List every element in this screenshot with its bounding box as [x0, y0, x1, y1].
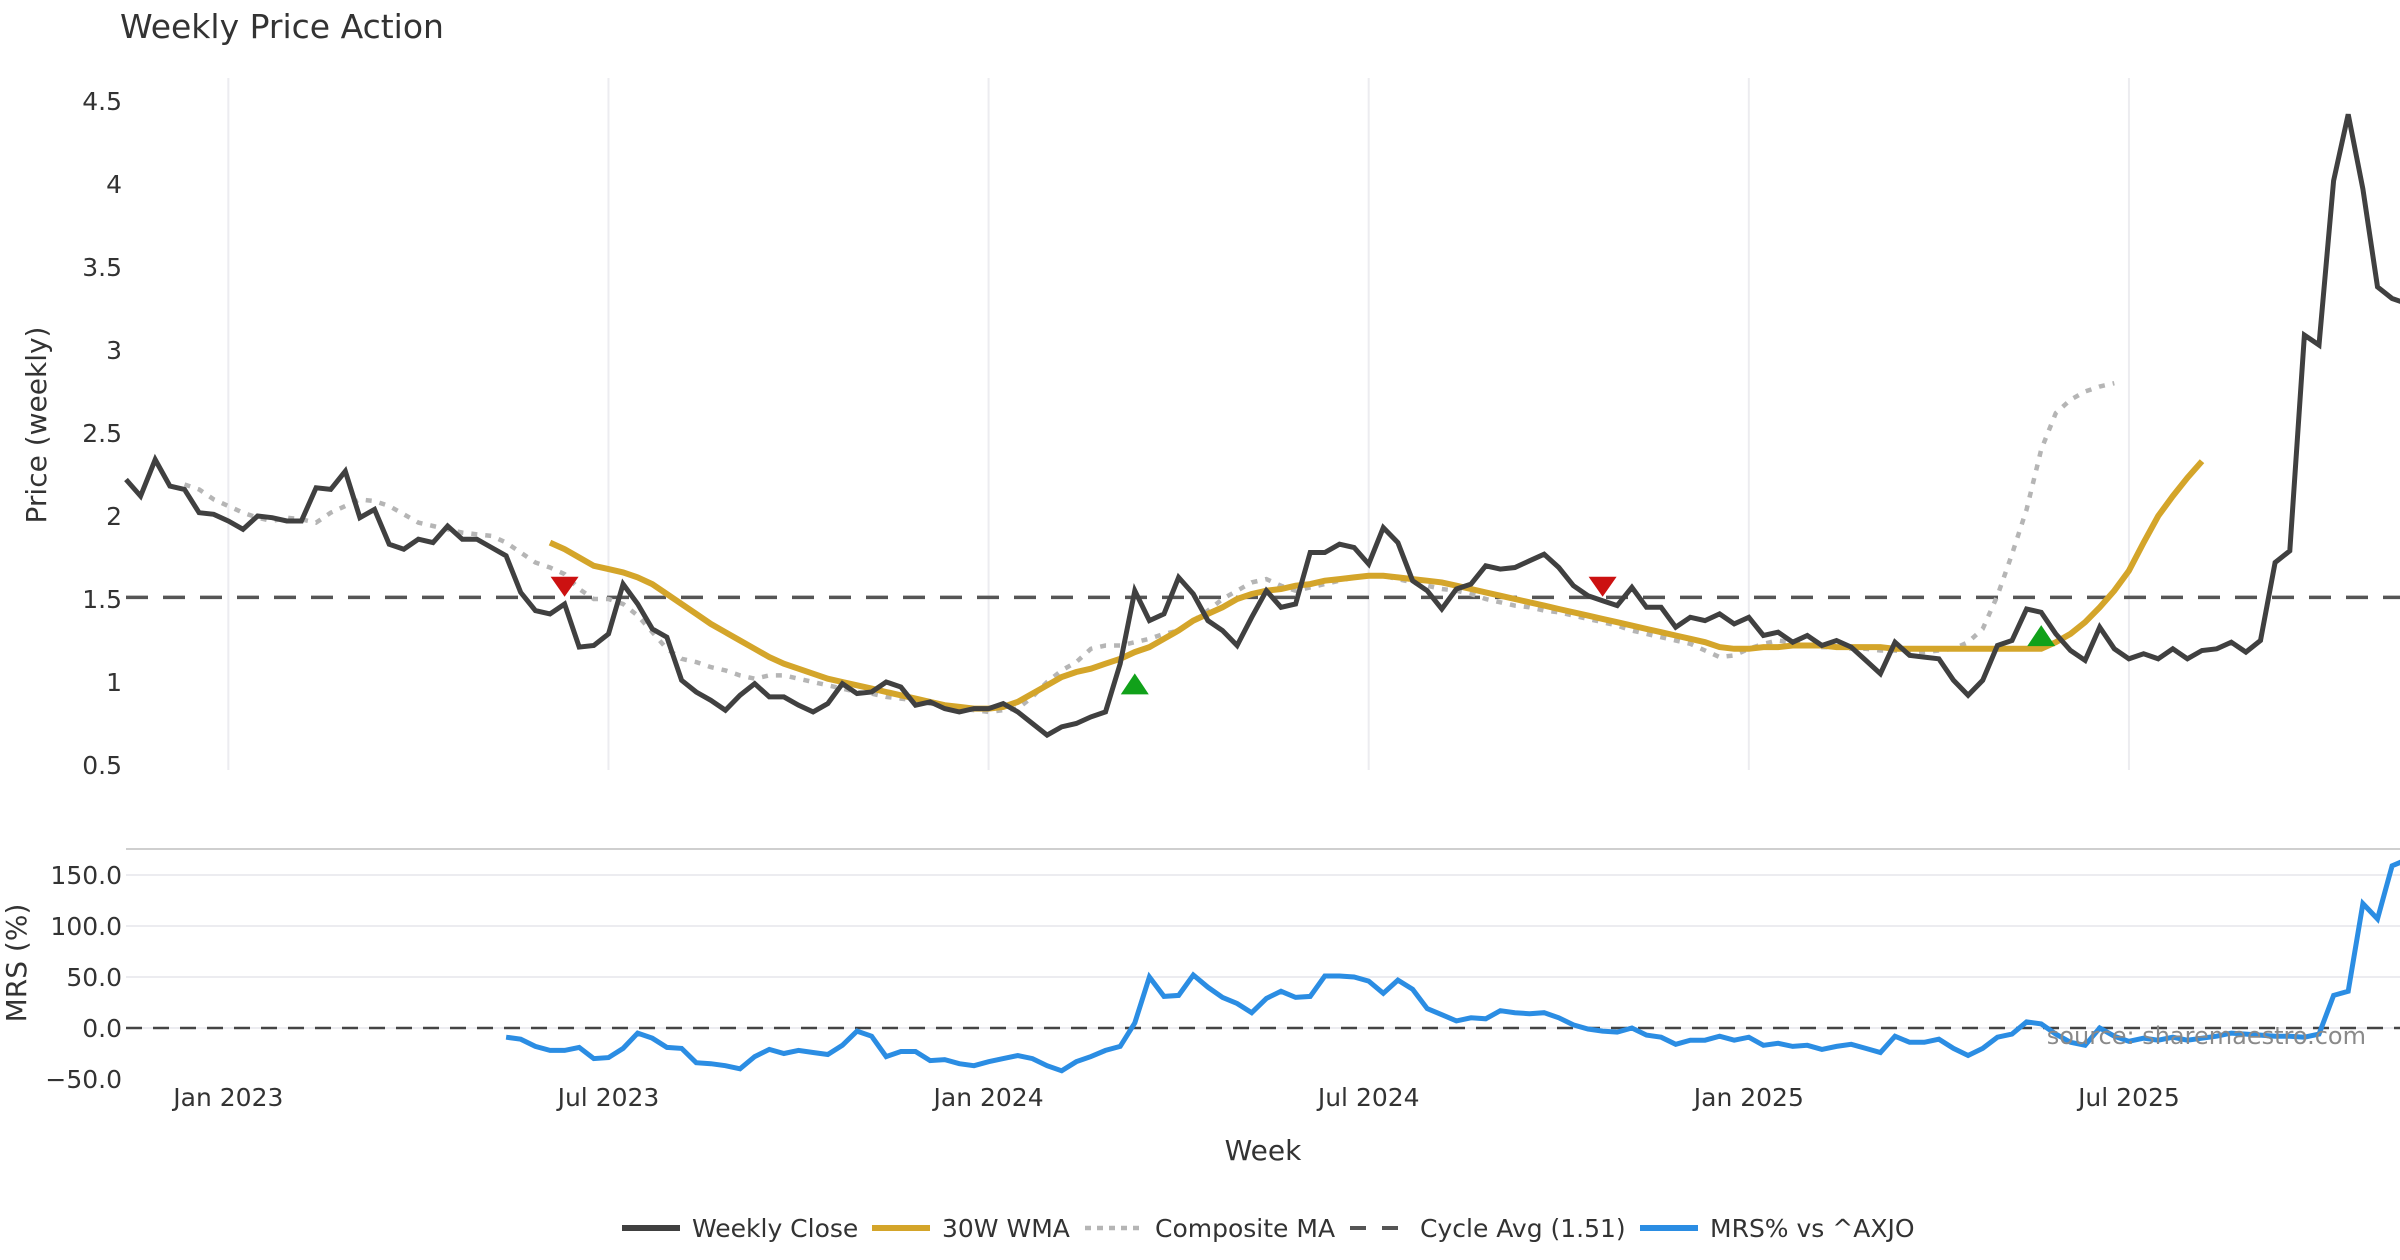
buy-signal-marker	[2027, 625, 2056, 647]
legend-label: Cycle Avg (1.51)	[1420, 1214, 1626, 1243]
price-y-tick-label: 1	[106, 668, 122, 697]
price-y-tick-label: 3	[106, 336, 122, 365]
x-axis-ticks: Jan 2023 Jul 2023 Jan 2024 Jul 2024 Jan 2025…	[171, 1083, 2180, 1112]
chart-title: Weekly Price Action	[120, 7, 444, 46]
mrs-y-axis-label: MRS (%)	[0, 904, 33, 1023]
x-tick-label: Jul 2024	[1316, 1083, 1420, 1112]
mrs-y-ticks: −50.0 0.0 50.0 100.0 150.0	[45, 861, 122, 1094]
composite-ma-line	[183, 381, 2115, 715]
mrs-series	[505, 859, 2400, 1074]
legend: Weekly Close 30W WMA Composite MA Cycle Avg…	[622, 1214, 1915, 1243]
price-gridlines	[227, 78, 2130, 770]
price-y-tick-label: 1.5	[82, 585, 122, 614]
price-series	[124, 113, 2400, 739]
mrs-y-tick-label: 0.0	[82, 1014, 122, 1043]
x-tick-label: Jan 2024	[932, 1083, 1044, 1112]
x-tick-label: Jul 2025	[2076, 1083, 2180, 1112]
weekly-close-line	[124, 113, 2400, 739]
price-y-tick-label: 0.5	[82, 751, 122, 780]
price-y-tick-label: 4.5	[82, 87, 122, 116]
mrs-line	[505, 859, 2400, 1074]
buy-signal-marker	[1120, 673, 1149, 695]
legend-label: Composite MA	[1155, 1214, 1335, 1243]
price-y-ticks: 0.5 1 1.5 2 2.5 3 3.5 4 4.5	[82, 87, 122, 780]
price-y-tick-label: 3.5	[82, 253, 122, 282]
mrs-y-tick-label: −50.0	[45, 1065, 122, 1094]
wma-30w-line	[548, 459, 2205, 712]
sell-signal-marker	[550, 576, 579, 597]
legend-label: 30W WMA	[942, 1214, 1070, 1243]
mrs-y-tick-label: 100.0	[50, 912, 122, 941]
source-watermark: source: sharemaestro.com	[2047, 1022, 2366, 1050]
sell-signal-marker	[1588, 576, 1617, 597]
x-tick-label: Jan 2023	[171, 1083, 283, 1112]
signal-markers	[550, 576, 2056, 695]
x-axis-label: Week	[1225, 1134, 1302, 1167]
legend-label: Weekly Close	[692, 1214, 858, 1243]
mrs-y-tick-label: 150.0	[50, 861, 122, 890]
price-y-tick-label: 2	[106, 502, 122, 531]
price-y-tick-label: 4	[106, 170, 122, 199]
mrs-y-tick-label: 50.0	[66, 963, 122, 992]
x-tick-label: Jan 2025	[1692, 1083, 1804, 1112]
legend-label: MRS% vs ^AXJO	[1710, 1214, 1915, 1243]
price-y-tick-label: 2.5	[82, 419, 122, 448]
x-tick-label: Jul 2023	[556, 1083, 660, 1112]
price-y-axis-label: Price (weekly)	[20, 327, 53, 524]
